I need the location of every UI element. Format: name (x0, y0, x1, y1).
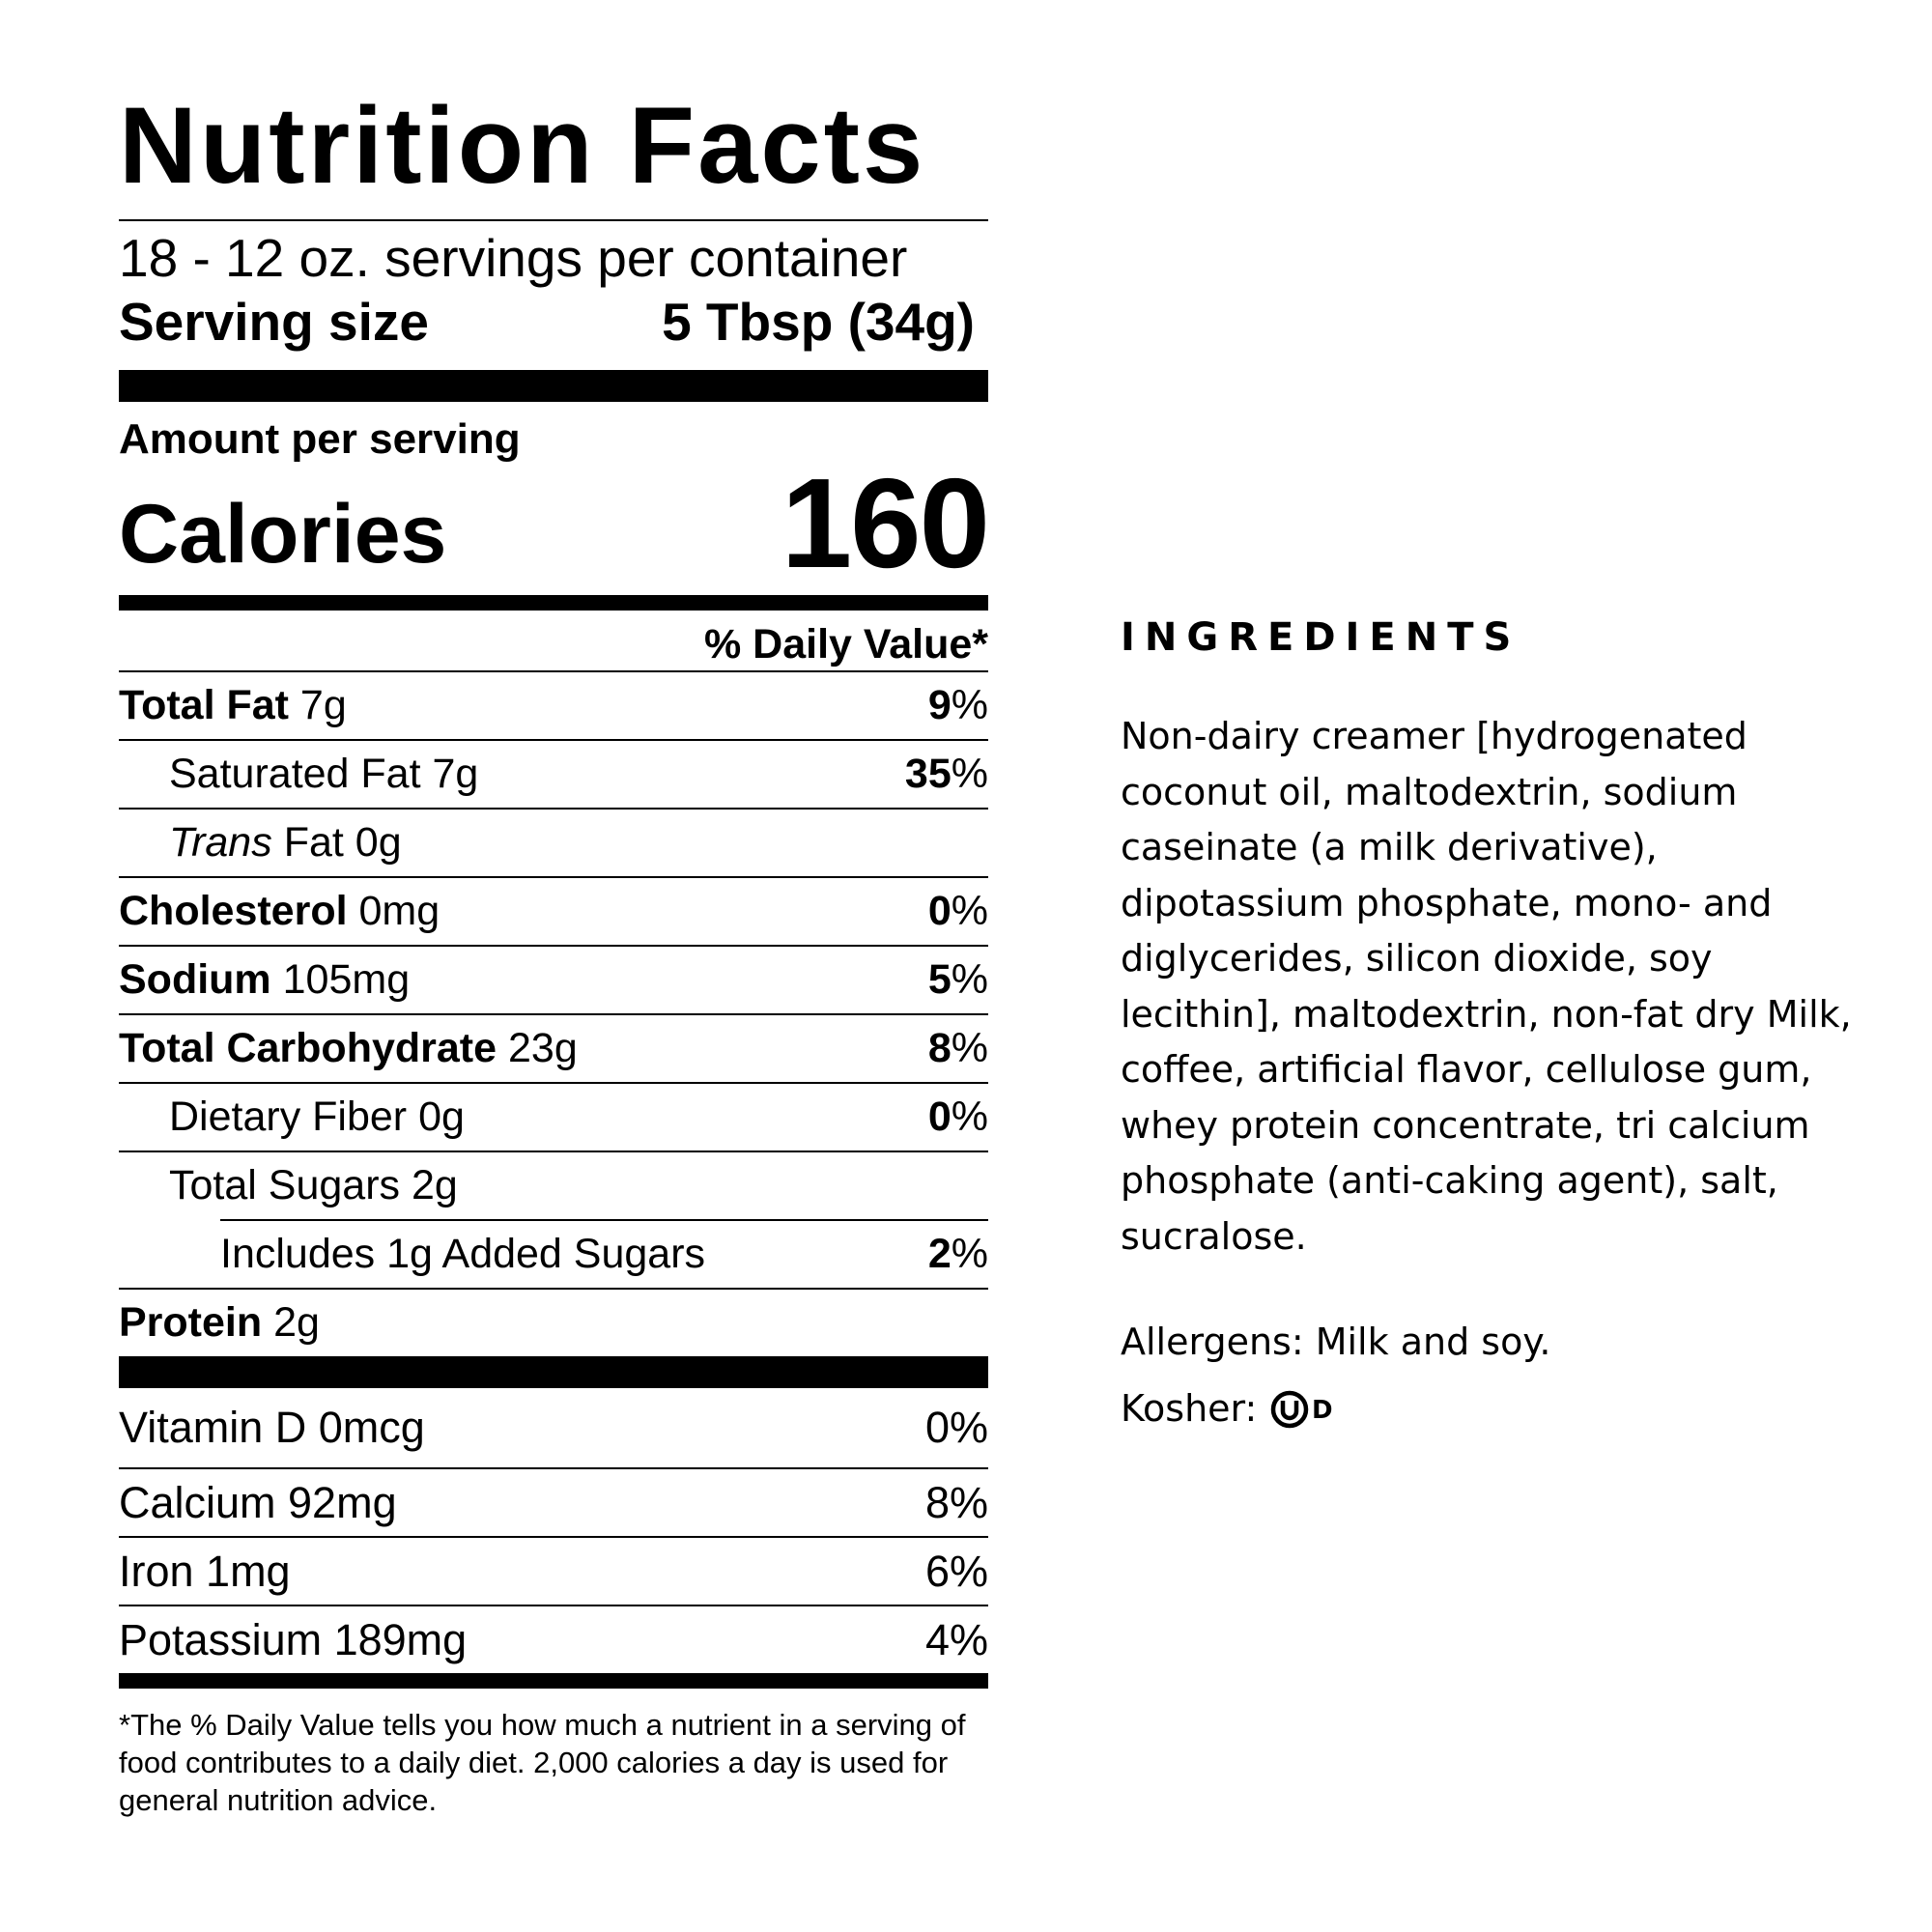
serving-size-label: Serving size (119, 292, 429, 352)
kosher-row: Kosher: D (1121, 1381, 1874, 1436)
nutrient-row-protein: Protein 2g (119, 1288, 988, 1356)
nutrient-row-dietary-fiber: Dietary Fiber 0g 0% (119, 1082, 988, 1151)
vitamin-name: Potassium 189mg (119, 1614, 468, 1664)
vitamin-row-calcium: Calcium 92mg 8% (119, 1467, 988, 1536)
nutrient-dv: 0 (927, 1094, 952, 1140)
nutrient-name: Cholesterol (119, 888, 348, 934)
nutrient-name: Total Carbohydrate (119, 1025, 497, 1071)
thick-divider (119, 370, 988, 402)
medium-divider (119, 595, 988, 611)
ou-dairy-kosher-icon: D (1270, 1388, 1338, 1431)
nutrient-row-added-sugars: Includes 1g Added Sugars 2% (220, 1219, 988, 1288)
vitamin-name: Vitamin D 0mcg (119, 1403, 425, 1452)
nutrient-row-saturated-fat: Saturated Fat 7g 35% (119, 739, 988, 808)
nutrient-amount: 0g (418, 1094, 465, 1140)
nutrient-name: Total Sugars (169, 1162, 401, 1208)
vitamin-dv: 4% (924, 1614, 988, 1664)
nutrition-facts-label: Nutrition Facts 18 - 12 oz. servings per… (119, 85, 990, 1819)
percent-sign: % (951, 1231, 988, 1277)
vitamin-dv: 6% (924, 1546, 988, 1596)
nutrient-dv: 5 (927, 956, 952, 1003)
nutrient-name: Dietary Fiber (169, 1094, 408, 1140)
nutrient-amount: 2g (411, 1162, 458, 1208)
kosher-label: Kosher: (1121, 1387, 1258, 1430)
divider (119, 219, 988, 221)
serving-size-row: Serving size 5 Tbsp (34g) (119, 293, 988, 351)
nutrient-row-sodium: Sodium 105mg 5% (119, 945, 988, 1013)
allergens-statement: Allergens: Milk and soy. (1121, 1321, 1551, 1363)
percent-sign: % (951, 751, 988, 797)
nutrient-name: Fat (283, 819, 344, 866)
nutrient-name: Saturated Fat (169, 751, 421, 797)
nutrient-name: Includes 1g Added Sugars (220, 1231, 706, 1277)
nutrient-row-cholesterol: Cholesterol 0mg 0% (119, 876, 988, 945)
daily-value-footnote: *The % Daily Value tells you how much a … (119, 1708, 966, 1817)
nutrient-row-trans-fat: Trans Fat 0g (119, 808, 988, 876)
ingredients-title: INGREDIENTS (1121, 615, 1521, 660)
calories-value: 160 (781, 452, 990, 594)
ingredients-text: Non-dairy creamer [hydrogenated coconut … (1121, 715, 1852, 1258)
percent-sign: % (951, 888, 988, 934)
nutrient-dv: 0 (927, 888, 952, 934)
nutrient-amount: 7g (432, 751, 479, 797)
vitamin-row-iron: Iron 1mg 6% (119, 1536, 988, 1605)
percent-sign: % (951, 682, 988, 728)
nutrient-row-total-fat: Total Fat 7g 9% (119, 670, 988, 739)
nutrient-name: Sodium (119, 956, 271, 1003)
svg-text:D: D (1312, 1396, 1333, 1425)
medium-divider (119, 1673, 988, 1689)
nutrient-amount: 0mg (358, 888, 440, 934)
ingredients-panel: INGREDIENTS Non-dairy creamer [hydrogena… (1121, 609, 1874, 1436)
percent-sign: % (951, 956, 988, 1003)
nutrient-name-italic: Trans (169, 819, 272, 866)
nutrient-dv: 35 (904, 751, 952, 797)
nutrient-amount: 105mg (282, 956, 411, 1003)
nutrient-amount: 2g (273, 1299, 320, 1346)
nutrient-row-total-carbohydrate: Total Carbohydrate 23g 8% (119, 1013, 988, 1082)
vitamin-dv: 8% (924, 1477, 988, 1527)
percent-sign: % (951, 1094, 988, 1140)
serving-size-value: 5 Tbsp (34g) (662, 292, 975, 352)
nutrient-dv: 2 (927, 1231, 952, 1277)
nutrient-amount: 0g (355, 819, 402, 866)
vitamin-row-potassium: Potassium 189mg 4% (119, 1605, 988, 1673)
nutrient-amount: 7g (299, 682, 347, 728)
vitamin-name: Iron 1mg (119, 1546, 291, 1596)
vitamin-name: Calcium 92mg (119, 1477, 397, 1527)
label-title: Nutrition Facts (119, 85, 926, 206)
nutrient-dv: 8 (927, 1025, 952, 1071)
vitamin-row-vitamin-d: Vitamin D 0mcg 0% (119, 1388, 988, 1467)
nutrient-amount: 23g (507, 1025, 578, 1071)
nutrient-name: Protein (119, 1299, 263, 1346)
amount-per-serving: Amount per serving (119, 415, 521, 463)
daily-value-header: % Daily Value* (704, 621, 988, 668)
nutrient-name: Total Fat (119, 682, 289, 728)
calories-row: Calories 160 (119, 452, 990, 594)
nutrient-row-total-sugars: Total Sugars 2g (119, 1151, 988, 1219)
percent-sign: % (951, 1025, 988, 1071)
thick-divider (119, 1356, 988, 1388)
vitamin-dv: 0% (924, 1403, 988, 1452)
servings-per-container: 18 - 12 oz. servings per container (119, 228, 908, 288)
calories-label: Calories (119, 488, 447, 581)
nutrient-dv: 9 (927, 682, 952, 728)
